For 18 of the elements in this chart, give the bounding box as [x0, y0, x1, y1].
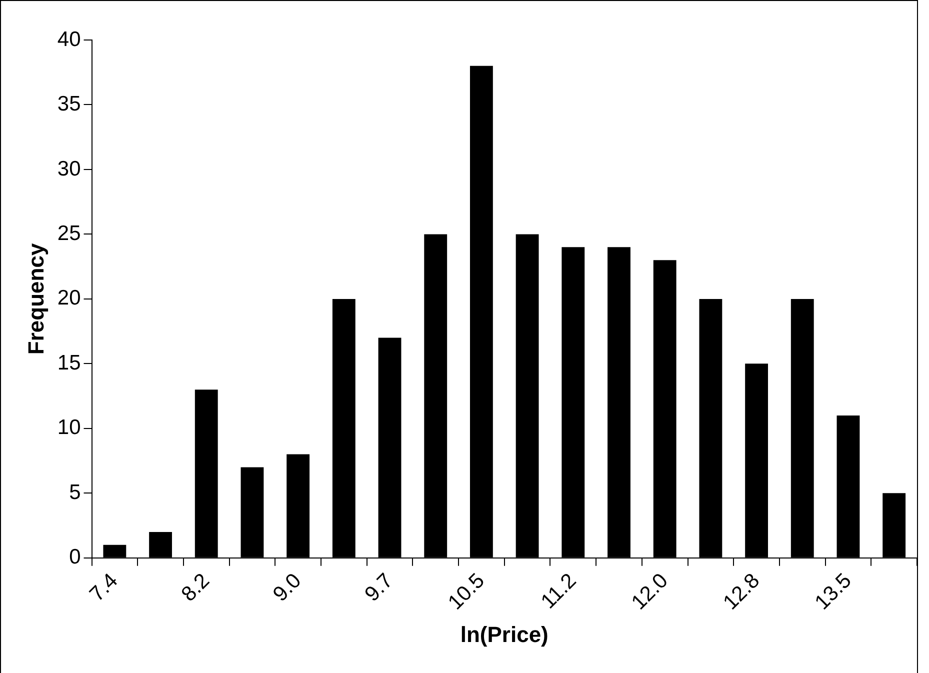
y-tick-label: 10 [57, 416, 81, 440]
x-tick-label: 7.4 [85, 568, 123, 606]
y-axis-title: Frequency [23, 242, 48, 355]
y-tick-label: 40 [57, 28, 81, 51]
y-tick-label: 20 [57, 286, 81, 310]
x-tick-label: 8.2 [177, 569, 214, 606]
y-tick-label: 25 [57, 222, 81, 245]
x-tick-label: 11.2 [536, 569, 581, 614]
x-tick-label: 12.0 [627, 569, 672, 614]
x-tick-label: 12.8 [719, 569, 764, 614]
y-tick-label: 5 [69, 480, 81, 504]
y-tick-label: 35 [57, 92, 81, 116]
y-tick-label: 15 [57, 351, 81, 374]
x-tick-label: 9.0 [268, 569, 306, 606]
y-tick-label: 30 [57, 157, 81, 180]
x-axis-title: ln(Price) [460, 622, 548, 647]
y-tick-label: 0 [69, 546, 81, 569]
x-tick-label: 9.7 [360, 569, 398, 606]
